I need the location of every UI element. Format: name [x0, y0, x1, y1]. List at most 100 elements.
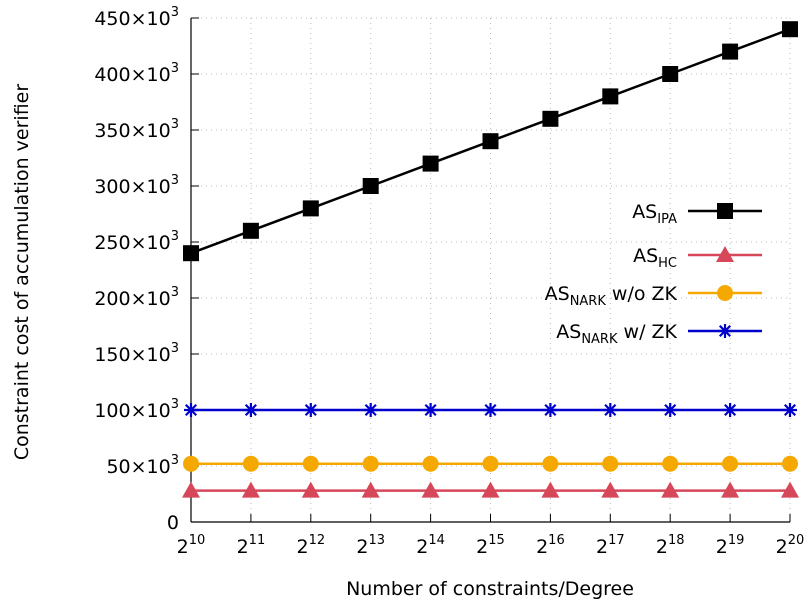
y-tick-mantissa: 450×10: [94, 8, 170, 30]
data-point: [242, 222, 259, 239]
grid: [191, 17, 791, 522]
x-tick-label: 213: [356, 533, 385, 558]
data-point: [661, 481, 680, 498]
x-tick-base: 2: [536, 536, 548, 558]
y-tick-label: 450×103: [94, 5, 179, 30]
legend-label: ASHC: [633, 245, 677, 271]
y-tick-mantissa: 400×10: [94, 64, 170, 86]
data-point: [721, 481, 740, 498]
x-tick-exponent: 17: [608, 533, 625, 548]
legend-entry-1: ASHC: [633, 245, 762, 271]
x-tick-exponent: 13: [368, 533, 385, 548]
data-point: [183, 245, 199, 262]
legend-marker: [716, 246, 734, 262]
y-tick-mantissa: 250×10: [94, 232, 170, 254]
series-group: [182, 21, 799, 498]
data-point: [184, 403, 198, 417]
legend-name: AS: [632, 201, 657, 223]
x-tick-exponent: 18: [668, 533, 685, 548]
data-point: [302, 455, 319, 472]
y-tick-exponent: 3: [171, 341, 179, 356]
data-point: [422, 155, 439, 172]
x-tick-base: 2: [656, 536, 668, 558]
y-axis-title: Constraint cost of accumulation verifier: [11, 84, 33, 461]
data-point: [361, 481, 380, 498]
legend-label: ASNARK w/o ZK: [545, 283, 678, 309]
data-point: [482, 455, 499, 472]
y-tick-exponent: 3: [171, 453, 179, 468]
data-point: [782, 455, 798, 472]
data-point: [542, 455, 559, 472]
y-tick-mantissa: 100×10: [94, 400, 170, 422]
data-point: [362, 455, 379, 472]
x-tick-exponent: 19: [728, 533, 745, 548]
series-0: [183, 21, 798, 262]
data-point: [603, 403, 618, 417]
data-point: [662, 66, 679, 82]
data-point: [781, 481, 799, 498]
data-point: [722, 455, 739, 472]
data-point: [482, 133, 499, 150]
legend-entry-0: ASIPA: [632, 201, 762, 227]
y-tick-label: 50×103: [106, 453, 179, 478]
data-point: [421, 481, 440, 498]
x-tick-exponent: 12: [309, 533, 326, 548]
data-point: [541, 481, 560, 498]
y-tick-label: 250×103: [94, 229, 179, 254]
data-point: [542, 110, 559, 127]
data-point: [423, 403, 438, 417]
x-tick-label: 217: [596, 533, 625, 558]
data-point: [182, 481, 200, 498]
legend-name: AS: [545, 283, 570, 305]
y-tick-exponent: 3: [171, 5, 179, 20]
data-point: [362, 178, 379, 194]
y-tick-exponent: 3: [171, 229, 179, 244]
y-tick-label: 200×103: [94, 285, 179, 310]
y-axis-ticks: 050×103100×103150×103200×103250×103300×1…: [94, 5, 199, 534]
x-tick-exponent: 10: [189, 533, 206, 548]
data-point: [302, 200, 319, 217]
data-point: [602, 455, 619, 472]
x-tick-base: 2: [237, 536, 249, 558]
y-tick-mantissa: 0: [167, 512, 179, 534]
x-tick-label: 214: [416, 533, 445, 558]
x-tick-label: 212: [296, 533, 325, 558]
x-tick-base: 2: [416, 536, 428, 558]
x-tick-label: 216: [536, 533, 565, 558]
x-tick-label: 210: [177, 533, 206, 558]
x-tick-exponent: 11: [249, 533, 266, 548]
data-point: [601, 481, 620, 498]
legend-subscript: NARK: [570, 294, 607, 309]
x-tick-base: 2: [177, 536, 189, 558]
x-tick-label: 211: [237, 533, 266, 558]
x-tick-exponent: 16: [548, 533, 565, 548]
data-point: [183, 455, 199, 472]
y-tick-label: 400×103: [94, 61, 179, 86]
legend-name: AS: [556, 321, 581, 343]
series-1: [182, 481, 799, 498]
y-tick-label: 300×103: [94, 173, 179, 198]
data-point: [483, 403, 498, 417]
data-point: [663, 403, 678, 417]
legend-label: ASNARK w/ ZK: [556, 321, 677, 347]
data-point: [422, 455, 439, 472]
legend-name: AS: [633, 245, 658, 267]
y-tick-label: 0: [167, 512, 179, 534]
y-tick-mantissa: 350×10: [94, 120, 170, 142]
legend-label: ASIPA: [632, 201, 677, 227]
data-point: [602, 88, 619, 105]
x-tick-exponent: 15: [488, 533, 505, 548]
legend-subscript: HC: [658, 256, 677, 271]
y-tick-label: 150×103: [94, 341, 179, 366]
legend-suffix: w/ ZK: [618, 321, 678, 343]
data-point: [782, 21, 798, 38]
legend-entry-2: ASNARK w/o ZK: [545, 283, 762, 309]
data-point: [301, 481, 320, 498]
x-tick-exponent: 14: [428, 533, 445, 548]
y-tick-exponent: 3: [171, 61, 179, 76]
y-tick-exponent: 3: [171, 285, 179, 300]
x-tick-base: 2: [776, 536, 788, 558]
data-point: [242, 455, 259, 472]
x-axis-title: Number of constraints/Degree: [346, 578, 634, 600]
